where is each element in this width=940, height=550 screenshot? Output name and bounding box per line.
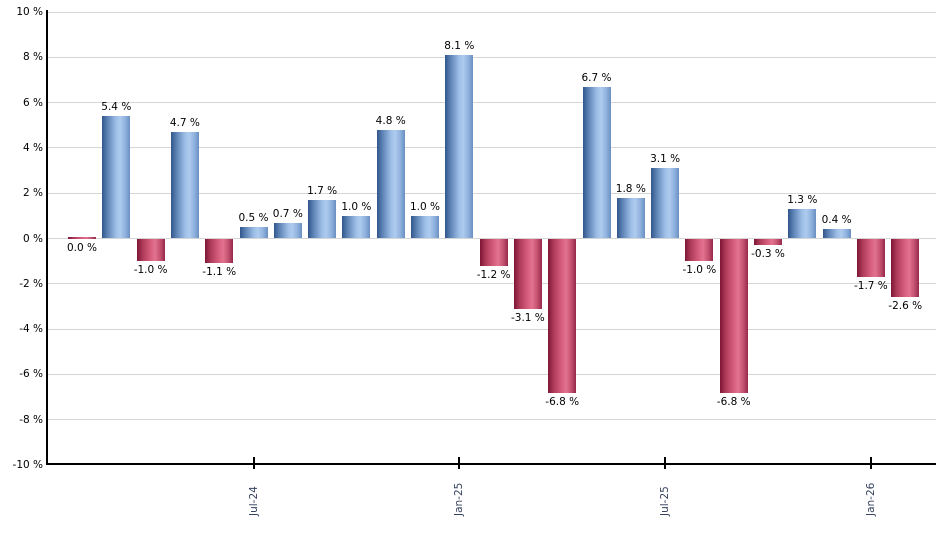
bar-value-label: 0.5 %	[238, 212, 269, 225]
gridline	[47, 373, 936, 375]
bar-6[interactable]	[239, 227, 268, 239]
bar-value-label: -3.1 %	[510, 311, 545, 324]
bar-9[interactable]	[342, 215, 371, 239]
bar-11[interactable]	[411, 215, 439, 239]
bar-7[interactable]	[273, 222, 302, 239]
y-axis-tick-label: 10 %	[16, 6, 43, 18]
bar-value-label: -6.8 %	[545, 395, 580, 408]
bar-value-label: 4.8 %	[375, 114, 406, 127]
bar-value-label: 6.7 %	[581, 71, 612, 84]
x-axis-tick-label: Jan-25	[453, 482, 466, 516]
bar-value-label: -0.3 %	[751, 248, 785, 261]
bar-8[interactable]	[308, 199, 337, 239]
bar-value-label: -2.6 %	[888, 300, 923, 313]
bar-25[interactable]	[891, 238, 920, 298]
bar-value-label: -1.7 %	[853, 280, 888, 292]
bar-21[interactable]	[754, 238, 782, 246]
x-axis-tick-label: Jul-25	[659, 486, 672, 516]
bar-value-label: 1.8 %	[615, 182, 646, 195]
x-axis-tick	[869, 457, 872, 469]
bar-24[interactable]	[856, 238, 885, 277]
bar-value-label: -1.0 %	[682, 264, 717, 277]
y-axis-tick-label: 6 %	[23, 96, 43, 109]
bar-18[interactable]	[651, 168, 680, 239]
y-axis-tick-label: -2 %	[19, 277, 43, 290]
bar-4[interactable]	[170, 132, 199, 239]
x-axis-tick	[252, 457, 255, 469]
x-axis-line	[47, 463, 936, 465]
bar-value-label: 1.3 %	[787, 194, 818, 207]
x-axis-tick	[664, 457, 667, 469]
bar-19[interactable]	[685, 238, 714, 262]
x-axis-tick-label: Jul-24	[247, 486, 260, 516]
bar-value-label: -1.2 %	[476, 268, 511, 281]
gridline	[47, 56, 936, 58]
gridline	[47, 328, 936, 330]
y-axis-tick-label: -10 %	[12, 459, 43, 471]
bar-1[interactable]	[68, 236, 96, 239]
bar-5[interactable]	[205, 238, 234, 264]
bar-20[interactable]	[719, 238, 748, 393]
x-axis-tick-label: Jan-26	[864, 482, 877, 516]
y-axis-tick-label: 8 %	[23, 51, 43, 64]
bar-value-label: -1.1 %	[202, 266, 237, 279]
gridline	[47, 419, 936, 421]
bar-10[interactable]	[376, 129, 405, 239]
gridline	[47, 147, 936, 149]
y-axis-tick-label: -8 %	[19, 413, 43, 426]
y-axis-tick-label: 2 %	[23, 187, 43, 200]
y-axis-line	[46, 10, 48, 465]
gridline	[47, 11, 936, 13]
bar-value-label: 5.4 %	[101, 101, 132, 114]
y-axis-tick-label: -6 %	[19, 368, 43, 381]
bar-13[interactable]	[479, 238, 508, 266]
bar-value-label: -6.8 %	[716, 395, 751, 408]
bar-value-label: 4.7 %	[169, 117, 200, 130]
bar-value-label: 3.1 %	[650, 153, 681, 166]
bar-value-label: 0.0 %	[66, 241, 97, 254]
bar-value-label: 8.1 %	[444, 40, 475, 53]
bar-22[interactable]	[788, 209, 817, 239]
y-axis-tick-label: -4 %	[19, 323, 43, 336]
bar-14[interactable]	[513, 238, 542, 309]
bar-value-label: -1.0 %	[133, 264, 168, 277]
bar-2[interactable]	[102, 116, 131, 239]
bar-value-label: 0.4 %	[821, 214, 852, 227]
bar-15[interactable]	[548, 238, 577, 393]
bar-12[interactable]	[445, 55, 474, 239]
gridline	[47, 283, 936, 285]
bar-23[interactable]	[822, 229, 851, 239]
bar-3[interactable]	[136, 238, 165, 262]
bar-value-label: 1.7 %	[307, 184, 338, 197]
y-axis-tick-label: 4 %	[23, 141, 43, 154]
bar-17[interactable]	[616, 197, 645, 239]
gridline	[47, 102, 936, 104]
bar-value-label: 1.0 %	[409, 200, 440, 213]
gridline	[47, 192, 936, 194]
bar-value-label: 0.7 %	[272, 207, 303, 220]
bar-value-label: 1.0 %	[341, 200, 372, 213]
bar-16[interactable]	[582, 86, 611, 239]
y-axis-tick-label: 0 %	[23, 232, 43, 245]
x-axis-tick	[458, 457, 461, 469]
